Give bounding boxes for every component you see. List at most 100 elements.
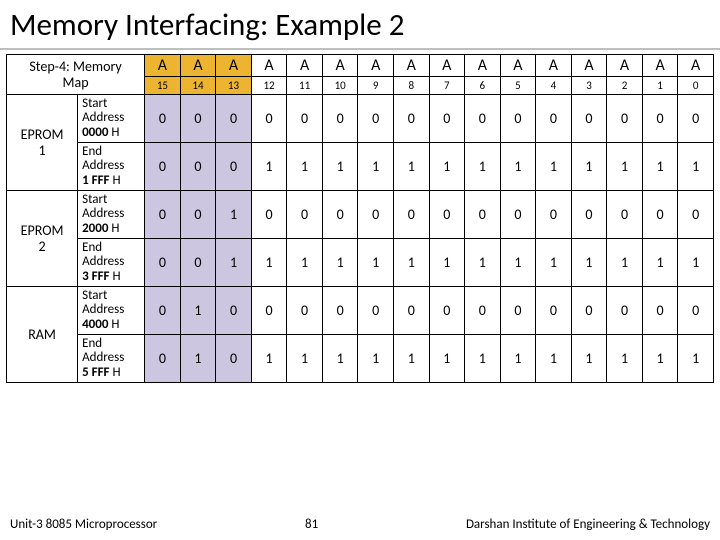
bit-cell: 0 [642,191,678,239]
bit-cell: 1 [429,335,465,383]
bit-cell: 1 [607,239,643,287]
bit-cell: 0 [429,95,465,143]
a-header: A [322,55,358,77]
start-address-label: StartAddress2000 H [78,191,145,239]
bit-cell: 1 [571,335,607,383]
bit-cell: 1 [393,239,429,287]
bit-cell: 1 [500,335,536,383]
bit-cell: 0 [429,191,465,239]
bit-cell: 0 [287,95,323,143]
bit-cell: 0 [145,191,181,239]
device-name: EPROM2 [7,191,78,287]
step-header: Step-4: Memory Map [7,55,145,95]
bit-cell: 0 [429,287,465,335]
bit-cell: 1 [571,239,607,287]
bit-cell: 1 [607,335,643,383]
bit-cell: 0 [642,287,678,335]
bit-cell: 1 [678,239,714,287]
bit-cell: 0 [500,191,536,239]
bit-cell: 0 [216,335,252,383]
bit-cell: 0 [287,191,323,239]
bit-cell: 1 [678,335,714,383]
bit-cell: 0 [536,95,572,143]
bit-cell: 0 [465,95,501,143]
bit-number: 11 [287,77,323,95]
bit-cell: 1 [465,335,501,383]
bit-number: 10 [322,77,358,95]
bit-cell: 0 [180,191,216,239]
bit-cell: 0 [393,287,429,335]
bit-number: 4 [536,77,572,95]
bit-number: 8 [393,77,429,95]
bit-cell: 0 [678,191,714,239]
bit-cell: 0 [145,143,181,191]
bit-cell: 0 [500,95,536,143]
footer-page: 81 [305,517,318,532]
bit-cell: 0 [216,287,252,335]
bit-cell: 0 [216,95,252,143]
bit-cell: 0 [322,95,358,143]
bit-cell: 0 [465,191,501,239]
start-address-label: StartAddress4000 H [78,287,145,335]
bit-cell: 1 [642,335,678,383]
a-header: A [678,55,714,77]
bit-cell: 1 [536,335,572,383]
bit-number: 9 [358,77,394,95]
a-header: A [180,55,216,77]
bit-cell: 0 [145,95,181,143]
bit-cell: 1 [216,191,252,239]
bit-cell: 0 [642,95,678,143]
bit-cell: 1 [536,143,572,191]
footer-left: Unit-3 8085 Microprocessor [10,517,157,532]
footer-right: Darshan Institute of Engineering & Techn… [466,517,710,532]
bit-cell: 1 [322,239,358,287]
bit-cell: 1 [358,143,394,191]
bit-cell: 1 [251,143,287,191]
bit-cell: 0 [180,143,216,191]
bit-cell: 0 [571,191,607,239]
bit-cell: 1 [287,239,323,287]
device-name: RAM [7,287,78,383]
bit-cell: 0 [571,95,607,143]
device-name: EPROM1 [7,95,78,191]
bit-number: 3 [571,77,607,95]
bit-cell: 1 [322,335,358,383]
bit-cell: 0 [251,287,287,335]
bit-cell: 0 [251,191,287,239]
bit-cell: 1 [287,335,323,383]
table-wrap: Step-4: Memory Map AAAAAAAAAAAAAAAA15141… [0,50,720,511]
a-header: A [607,55,643,77]
a-header: A [642,55,678,77]
bit-cell: 0 [180,95,216,143]
bit-number: 13 [216,77,252,95]
a-header: A [465,55,501,77]
bit-cell: 0 [216,143,252,191]
bit-cell: 1 [465,143,501,191]
bit-number: 1 [642,77,678,95]
bit-cell: 1 [287,143,323,191]
bit-cell: 0 [358,287,394,335]
bit-cell: 0 [287,287,323,335]
bit-cell: 0 [607,191,643,239]
bit-cell: 0 [500,287,536,335]
end-address-label: EndAddress1 FFF H [78,143,145,191]
a-header: A [287,55,323,77]
a-header: A [393,55,429,77]
bit-cell: 0 [607,95,643,143]
bit-cell: 1 [216,239,252,287]
a-header: A [216,55,252,77]
bit-number: 0 [678,77,714,95]
bit-cell: 0 [145,335,181,383]
bit-cell: 0 [145,287,181,335]
a-header: A [500,55,536,77]
bit-cell: 1 [358,335,394,383]
bit-cell: 0 [393,191,429,239]
bit-cell: 1 [607,143,643,191]
bit-number: 14 [180,77,216,95]
bit-number: 12 [251,77,287,95]
bit-cell: 1 [536,239,572,287]
end-address-label: EndAddress3 FFF H [78,239,145,287]
bit-cell: 1 [429,239,465,287]
bit-cell: 0 [322,287,358,335]
bit-number: 7 [429,77,465,95]
